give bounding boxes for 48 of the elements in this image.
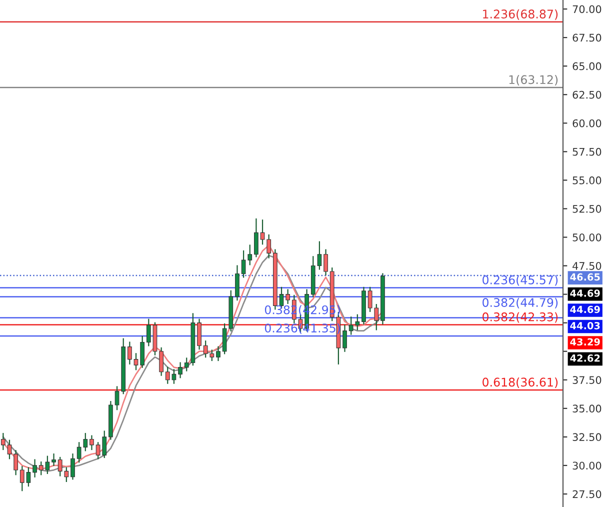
candlestick [324, 249, 328, 276]
candlestick [235, 265, 240, 301]
y-tick-label: 65.00 [572, 62, 602, 70]
candlestick [0, 432, 6, 450]
candlestick [266, 234, 272, 258]
candlestick [178, 362, 182, 378]
candlestick [216, 346, 220, 362]
text: 46.65 [570, 273, 600, 281]
candlestick [286, 289, 290, 304]
candlestick [128, 342, 132, 364]
text: 43.29 [570, 338, 600, 346]
text: 44.69 [570, 306, 600, 314]
ref-line-label: 1.236(68.87) [483, 9, 558, 20]
y-tick-label: 52.50 [572, 204, 602, 213]
text: 44.69 [570, 290, 600, 297]
candlestick [7, 440, 12, 460]
candlestick [32, 459, 37, 478]
y-tick-label: 57.50 [572, 148, 602, 156]
y-tick-label: 30.00 [572, 462, 602, 470]
candlestick [14, 450, 18, 476]
ref-line-label: 0.382(44.79) [482, 298, 558, 308]
ref-line-label: 1(63.12) [509, 74, 558, 86]
y-tick-label: 62.50 [572, 90, 602, 99]
ref-line-label: 0.236(45.57) [482, 275, 558, 286]
candlestick [197, 318, 202, 350]
text: 42.62 [570, 354, 600, 362]
ref-line-label: 0.618(36.61) [482, 377, 558, 388]
y-tick-label: 67.50 [572, 34, 602, 42]
candlestick [134, 353, 138, 370]
y-tick-label: 60.00 [572, 119, 602, 128]
y-tick-label: 32.50 [572, 433, 602, 442]
candlestick [90, 435, 94, 450]
candlestick [70, 453, 75, 480]
candlestick [159, 347, 164, 376]
y-tick-label: 35.00 [572, 404, 602, 413]
candlestick [260, 220, 265, 245]
text: 44.03 [570, 322, 600, 330]
y-tick-label: 55.00 [572, 176, 602, 184]
y-tick-label: 27.50 [572, 490, 602, 498]
candlestick [52, 453, 56, 466]
candlestick [146, 318, 151, 346]
y-tick-label: 70.00 [572, 5, 602, 14]
candlestick [140, 336, 145, 368]
y-tick-label: 47.50 [572, 262, 602, 270]
candlestick [254, 218, 258, 258]
y-tick-label: 50.00 [572, 233, 602, 242]
y-tick-label: 37.50 [572, 376, 602, 384]
candlestick [342, 324, 347, 352]
